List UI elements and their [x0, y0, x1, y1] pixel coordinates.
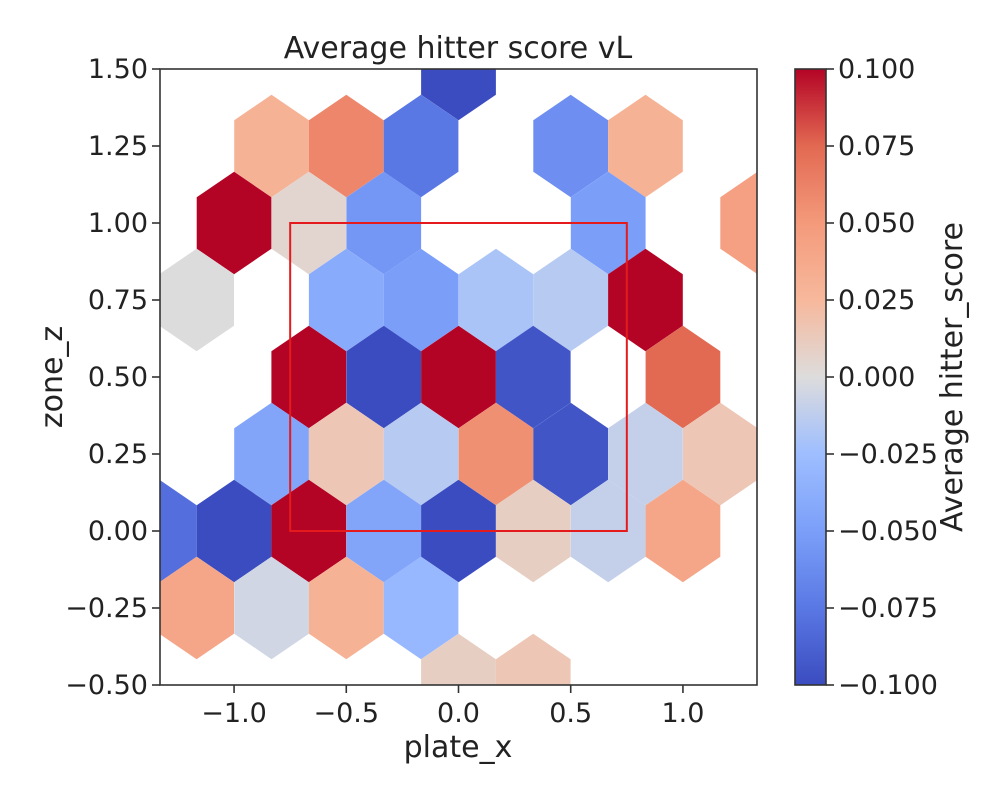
hex-bin	[533, 402, 609, 506]
hex-bin	[421, 325, 496, 429]
hex-bin	[421, 633, 496, 685]
hex-bin	[308, 402, 384, 506]
x-tick-label: 0.5	[549, 698, 592, 729]
hex-bin	[383, 94, 459, 198]
colorbar-label: Average hitter_score	[935, 222, 970, 532]
y-axis-ticks: 1.50 1.25 1.00 0.75 0.50 0.25 0.00 −0.25 −0.50	[65, 54, 160, 701]
hex-bin	[196, 171, 272, 275]
x-axis-ticks: −1.0 −0.5 0.0 0.5 1.0	[201, 685, 704, 729]
colorbar-tick-label: 0.000	[838, 362, 915, 393]
x-tick-label: −1.0	[201, 698, 267, 729]
x-tick-label: −0.5	[314, 698, 380, 729]
hex-layer	[160, 69, 757, 685]
colorbar-tick-label: −0.100	[838, 670, 938, 701]
y-tick-label: 0.25	[88, 439, 148, 470]
hex-bin	[645, 479, 721, 583]
colorbar-tick-label: 0.100	[838, 54, 915, 85]
y-tick-label: 1.50	[88, 54, 148, 85]
plot-area	[160, 69, 757, 685]
hex-bin	[160, 248, 234, 352]
colorbar-ticks: 0.100 0.075 0.050 0.025 0.000 −0.025 −0.050 −0.…	[826, 54, 938, 701]
hex-bin	[458, 248, 534, 352]
y-tick-label: −0.50	[65, 670, 148, 701]
hex-bin	[495, 633, 571, 685]
hex-bin	[421, 69, 496, 121]
colorbar-tick-label: 0.075	[838, 131, 915, 162]
hex-bin	[308, 248, 384, 352]
chart-title: Average hitter score vL	[284, 31, 633, 66]
colorbar	[794, 68, 827, 686]
hex-bin	[383, 402, 459, 506]
hex-bin	[196, 479, 272, 583]
y-tick-label: 0.75	[88, 285, 148, 316]
strike-zone-rect	[289, 222, 628, 532]
x-tick-label: 0.0	[437, 698, 480, 729]
y-tick-label: 0.50	[88, 362, 148, 393]
hex-bin	[533, 94, 609, 198]
colorbar-tick-label: −0.025	[838, 439, 938, 470]
x-axis-label: plate_x	[404, 730, 513, 765]
colorbar-tick-label: −0.050	[838, 516, 938, 547]
y-tick-label: 1.25	[88, 131, 148, 162]
hex-bin	[458, 402, 534, 506]
hex-bin	[383, 556, 459, 660]
hex-bin	[533, 248, 609, 352]
hex-bin	[160, 480, 197, 582]
y-tick-label: −0.25	[65, 593, 148, 624]
hex-bin	[346, 325, 422, 429]
hex-bin	[308, 94, 384, 198]
colorbar-tick-label: 0.050	[838, 208, 915, 239]
hex-bin	[308, 556, 384, 660]
hex-bin	[234, 94, 309, 198]
hex-bin	[683, 402, 757, 506]
hex-bin	[720, 172, 757, 274]
hex-bin	[608, 94, 683, 198]
hex-bin	[495, 325, 571, 429]
hex-bin	[160, 556, 234, 660]
hex-bin	[383, 248, 459, 352]
colorbar-tick-label: −0.075	[838, 593, 938, 624]
hex-bin	[645, 325, 721, 429]
x-tick-label: 1.0	[661, 698, 704, 729]
y-axis-label: zone_z	[35, 326, 70, 428]
y-tick-label: 0.00	[88, 516, 148, 547]
y-tick-label: 1.00	[88, 208, 148, 239]
colorbar-tick-label: 0.025	[838, 285, 915, 316]
hex-bin	[234, 556, 309, 660]
